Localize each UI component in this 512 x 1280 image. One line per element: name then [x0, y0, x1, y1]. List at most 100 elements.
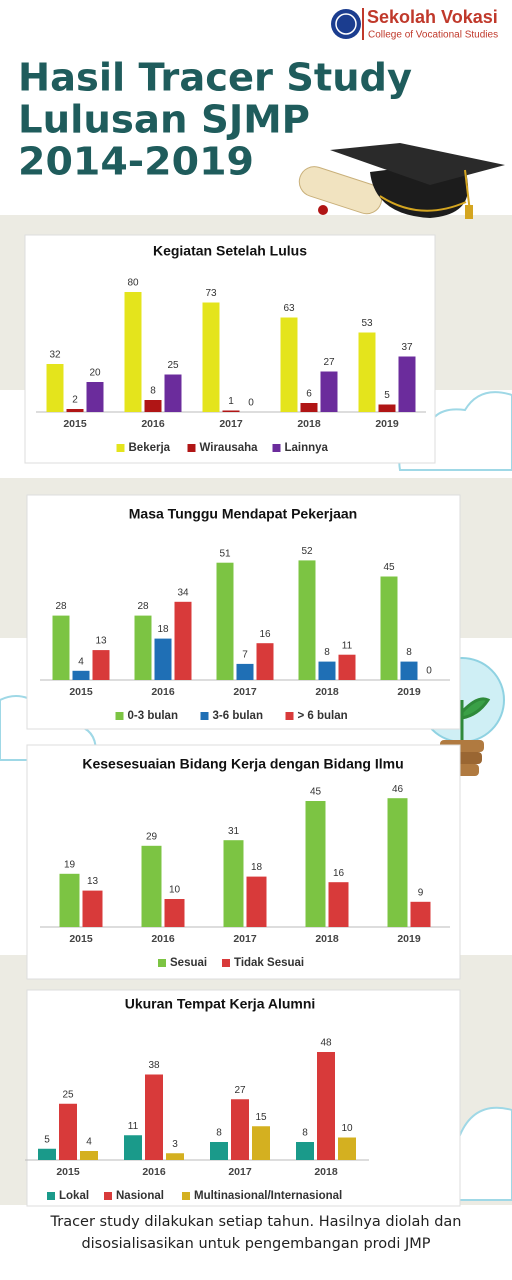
data-label: 8	[406, 647, 412, 658]
data-label: 32	[49, 350, 61, 361]
data-label: 3	[172, 1139, 178, 1150]
data-label: 11	[128, 1121, 139, 1132]
bar	[246, 876, 267, 927]
data-label: 25	[62, 1089, 74, 1100]
data-label: 0	[248, 398, 254, 409]
legend-swatch	[285, 712, 294, 720]
data-label: 31	[228, 826, 240, 837]
data-label: 38	[148, 1060, 160, 1071]
data-label: 37	[401, 342, 413, 353]
legend-swatch	[47, 1192, 55, 1200]
data-label: 2	[72, 395, 78, 406]
data-label: 10	[341, 1123, 353, 1134]
legend-label: Sesuai	[170, 957, 207, 969]
x-tick-label: 2017	[233, 686, 257, 698]
bar	[252, 1126, 270, 1160]
bar	[141, 845, 162, 927]
chart-title: Kegiatan Setelah Lulus	[153, 243, 307, 259]
bar	[124, 1135, 142, 1160]
bar	[236, 663, 254, 680]
data-label: 7	[242, 650, 248, 661]
data-label: 10	[169, 885, 181, 896]
data-label: 52	[301, 546, 313, 557]
x-tick-label: 2016	[142, 1166, 166, 1178]
legend-label: Lokal	[59, 1190, 89, 1202]
bar	[222, 410, 240, 412]
x-tick-label: 2018	[314, 1166, 338, 1178]
bar	[231, 1099, 249, 1160]
bar	[82, 890, 103, 927]
legend-label: Multinasional/Internasional	[194, 1190, 342, 1202]
bar	[86, 382, 104, 412]
bar	[358, 332, 376, 412]
x-tick-label: 2019	[397, 686, 421, 698]
bar	[338, 1137, 356, 1160]
x-tick-label: 2019	[397, 933, 421, 945]
data-label: 45	[383, 562, 395, 573]
data-label: 48	[320, 1038, 332, 1049]
data-label: 20	[89, 368, 101, 379]
legend-swatch	[222, 959, 230, 967]
data-label: 16	[333, 868, 345, 879]
bar	[46, 364, 64, 412]
x-tick-label: 2018	[297, 418, 321, 430]
legend-swatch	[182, 1192, 190, 1200]
logo-emblem	[335, 13, 357, 35]
data-label: 53	[361, 318, 373, 329]
bar	[318, 661, 336, 680]
bar	[66, 409, 84, 412]
data-label: 18	[251, 862, 263, 873]
footer-text: Tracer study dilakukan setiap tahun. Has…	[50, 1214, 462, 1252]
legend-label: Bekerja	[129, 442, 171, 454]
data-label: 34	[177, 587, 189, 598]
data-label: 13	[95, 636, 107, 647]
legend-label: 3-6 bulan	[213, 710, 263, 722]
bar	[398, 356, 416, 412]
bar	[124, 292, 142, 412]
bar	[216, 562, 234, 680]
legend-swatch	[200, 712, 209, 720]
legend-swatch	[115, 712, 124, 720]
data-label: 29	[146, 831, 158, 842]
data-label: 73	[205, 288, 217, 299]
data-label: 19	[64, 859, 76, 870]
x-tick-label: 2015	[63, 418, 87, 430]
bar	[38, 1148, 56, 1160]
legend-label: > 6 bulan	[298, 710, 348, 722]
x-tick-label: 2017	[228, 1166, 252, 1178]
x-tick-label: 2016	[151, 933, 175, 945]
legend-label: 0-3 bulan	[128, 710, 178, 722]
x-tick-label: 2019	[375, 418, 399, 430]
bar	[378, 404, 396, 412]
data-label: 45	[310, 787, 322, 798]
bar	[202, 302, 220, 412]
data-label: 28	[55, 601, 67, 612]
bar	[92, 650, 110, 680]
bar	[300, 403, 318, 412]
data-label: 5	[384, 390, 390, 401]
bar	[305, 801, 326, 927]
legend-swatch	[158, 959, 166, 967]
data-label: 27	[234, 1085, 246, 1096]
legend-swatch	[104, 1192, 112, 1200]
bar	[144, 400, 162, 412]
x-tick-label: 2017	[219, 418, 243, 430]
bar	[134, 615, 152, 680]
x-tick-label: 2016	[151, 686, 175, 698]
bar	[280, 317, 298, 412]
bar	[223, 840, 244, 927]
bar	[52, 615, 70, 680]
data-label: 5	[44, 1134, 50, 1145]
data-label: 28	[137, 601, 149, 612]
title-line: Lulusan SJMP	[18, 98, 310, 142]
data-label: 9	[418, 887, 424, 898]
data-label: 4	[78, 656, 84, 667]
legend-swatch	[187, 444, 196, 452]
graduation-cap	[298, 143, 505, 219]
bar	[174, 601, 192, 680]
data-label: 80	[127, 278, 139, 289]
bar	[380, 576, 398, 680]
title-line: 2014-2019	[18, 140, 254, 184]
bar	[338, 654, 356, 680]
data-label: 27	[323, 357, 335, 368]
